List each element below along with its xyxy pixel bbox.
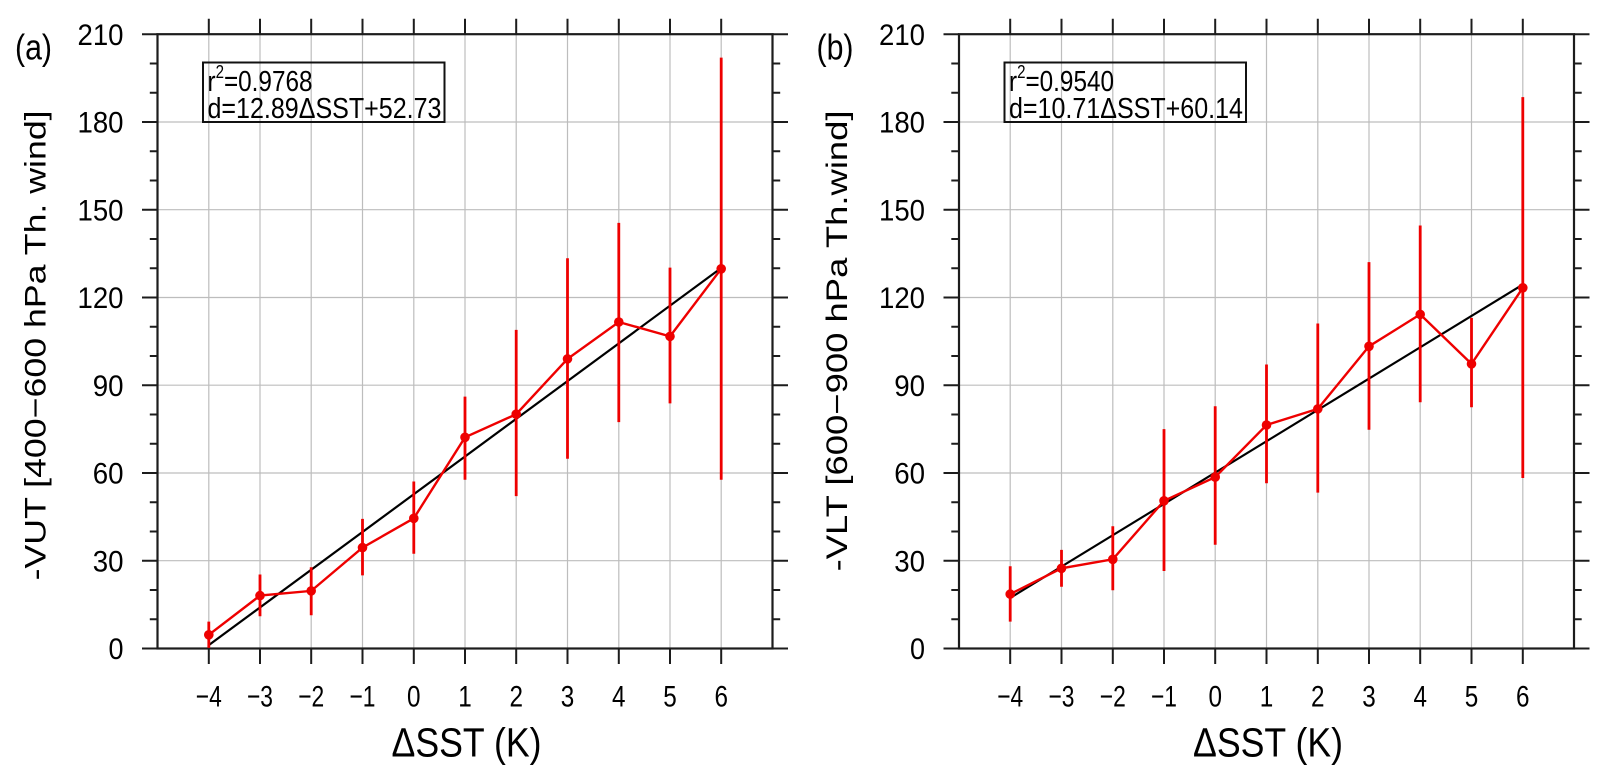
svg-text:−3: −3	[1049, 680, 1075, 713]
svg-text:2: 2	[509, 680, 523, 713]
svg-text:2: 2	[1311, 680, 1325, 713]
svg-text:90: 90	[93, 370, 124, 403]
svg-text:r2=0.9768: r2=0.9768	[208, 62, 313, 98]
svg-text:4: 4	[1413, 680, 1427, 713]
svg-text:ΔSST (K): ΔSST (K)	[392, 720, 542, 766]
svg-text:(b): (b)	[817, 27, 854, 68]
svg-text:6: 6	[714, 680, 728, 713]
svg-text:30: 30	[894, 545, 925, 578]
svg-text:-VUT [400−600 hPa Th. wind]: -VUT [400−600 hPa Th. wind]	[20, 110, 53, 580]
svg-text:4: 4	[612, 680, 626, 713]
svg-text:90: 90	[894, 370, 925, 403]
svg-text:d=10.71ΔSST+60.14: d=10.71ΔSST+60.14	[1009, 93, 1243, 125]
svg-text:1: 1	[458, 680, 472, 713]
svg-text:6: 6	[1516, 680, 1530, 713]
svg-text:ΔSST (K): ΔSST (K)	[1193, 720, 1343, 766]
svg-text:60: 60	[894, 458, 925, 491]
svg-text:−1: −1	[1151, 680, 1177, 713]
svg-text:30: 30	[93, 545, 124, 578]
svg-text:3: 3	[1362, 680, 1376, 713]
svg-text:60: 60	[93, 458, 124, 491]
svg-text:5: 5	[1465, 680, 1479, 713]
svg-text:210: 210	[78, 19, 124, 52]
svg-text:0: 0	[109, 633, 124, 666]
svg-text:3: 3	[561, 680, 575, 713]
svg-text:-VLT [600−900 hPa Th.wind]: -VLT [600−900 hPa Th.wind]	[821, 110, 854, 571]
svg-text:−1: −1	[350, 680, 376, 713]
svg-text:0: 0	[407, 680, 421, 713]
svg-text:−2: −2	[1100, 680, 1126, 713]
svg-text:180: 180	[879, 107, 925, 140]
svg-text:150: 150	[78, 194, 124, 227]
svg-text:180: 180	[78, 107, 124, 140]
svg-text:d=12.89ΔSST+52.73: d=12.89ΔSST+52.73	[208, 93, 442, 125]
svg-text:r2=0.9540: r2=0.9540	[1009, 62, 1114, 98]
svg-text:5: 5	[663, 680, 677, 713]
svg-text:120: 120	[78, 282, 124, 315]
svg-text:210: 210	[879, 19, 925, 52]
svg-text:−4: −4	[196, 680, 222, 713]
svg-text:0: 0	[910, 633, 925, 666]
svg-text:150: 150	[879, 194, 925, 227]
svg-text:−2: −2	[298, 680, 324, 713]
svg-text:−3: −3	[247, 680, 273, 713]
svg-text:−4: −4	[997, 680, 1023, 713]
svg-text:0: 0	[1208, 680, 1222, 713]
svg-text:1: 1	[1260, 680, 1274, 713]
svg-text:(a): (a)	[15, 27, 52, 68]
svg-text:120: 120	[879, 282, 925, 315]
